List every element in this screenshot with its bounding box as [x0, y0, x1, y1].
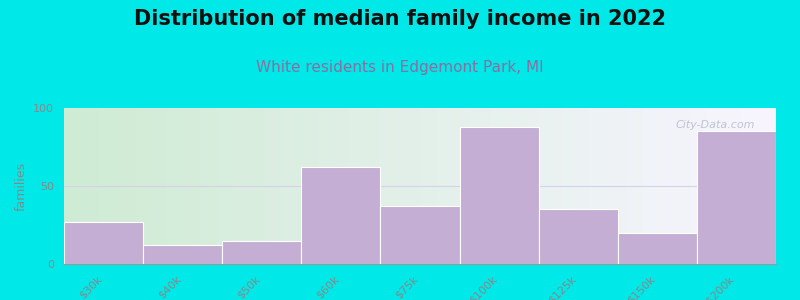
Bar — [459, 127, 538, 264]
Text: Distribution of median family income in 2022: Distribution of median family income in … — [134, 9, 666, 29]
Bar — [64, 222, 143, 264]
Bar — [697, 131, 776, 264]
Text: White residents in Edgemont Park, MI: White residents in Edgemont Park, MI — [256, 60, 544, 75]
Bar — [302, 167, 381, 264]
Text: City-Data.com: City-Data.com — [675, 121, 754, 130]
Bar — [222, 241, 302, 264]
Y-axis label: families: families — [14, 161, 28, 211]
Bar — [538, 209, 618, 264]
Bar — [381, 206, 459, 264]
Bar — [618, 233, 697, 264]
Bar — [143, 245, 222, 264]
